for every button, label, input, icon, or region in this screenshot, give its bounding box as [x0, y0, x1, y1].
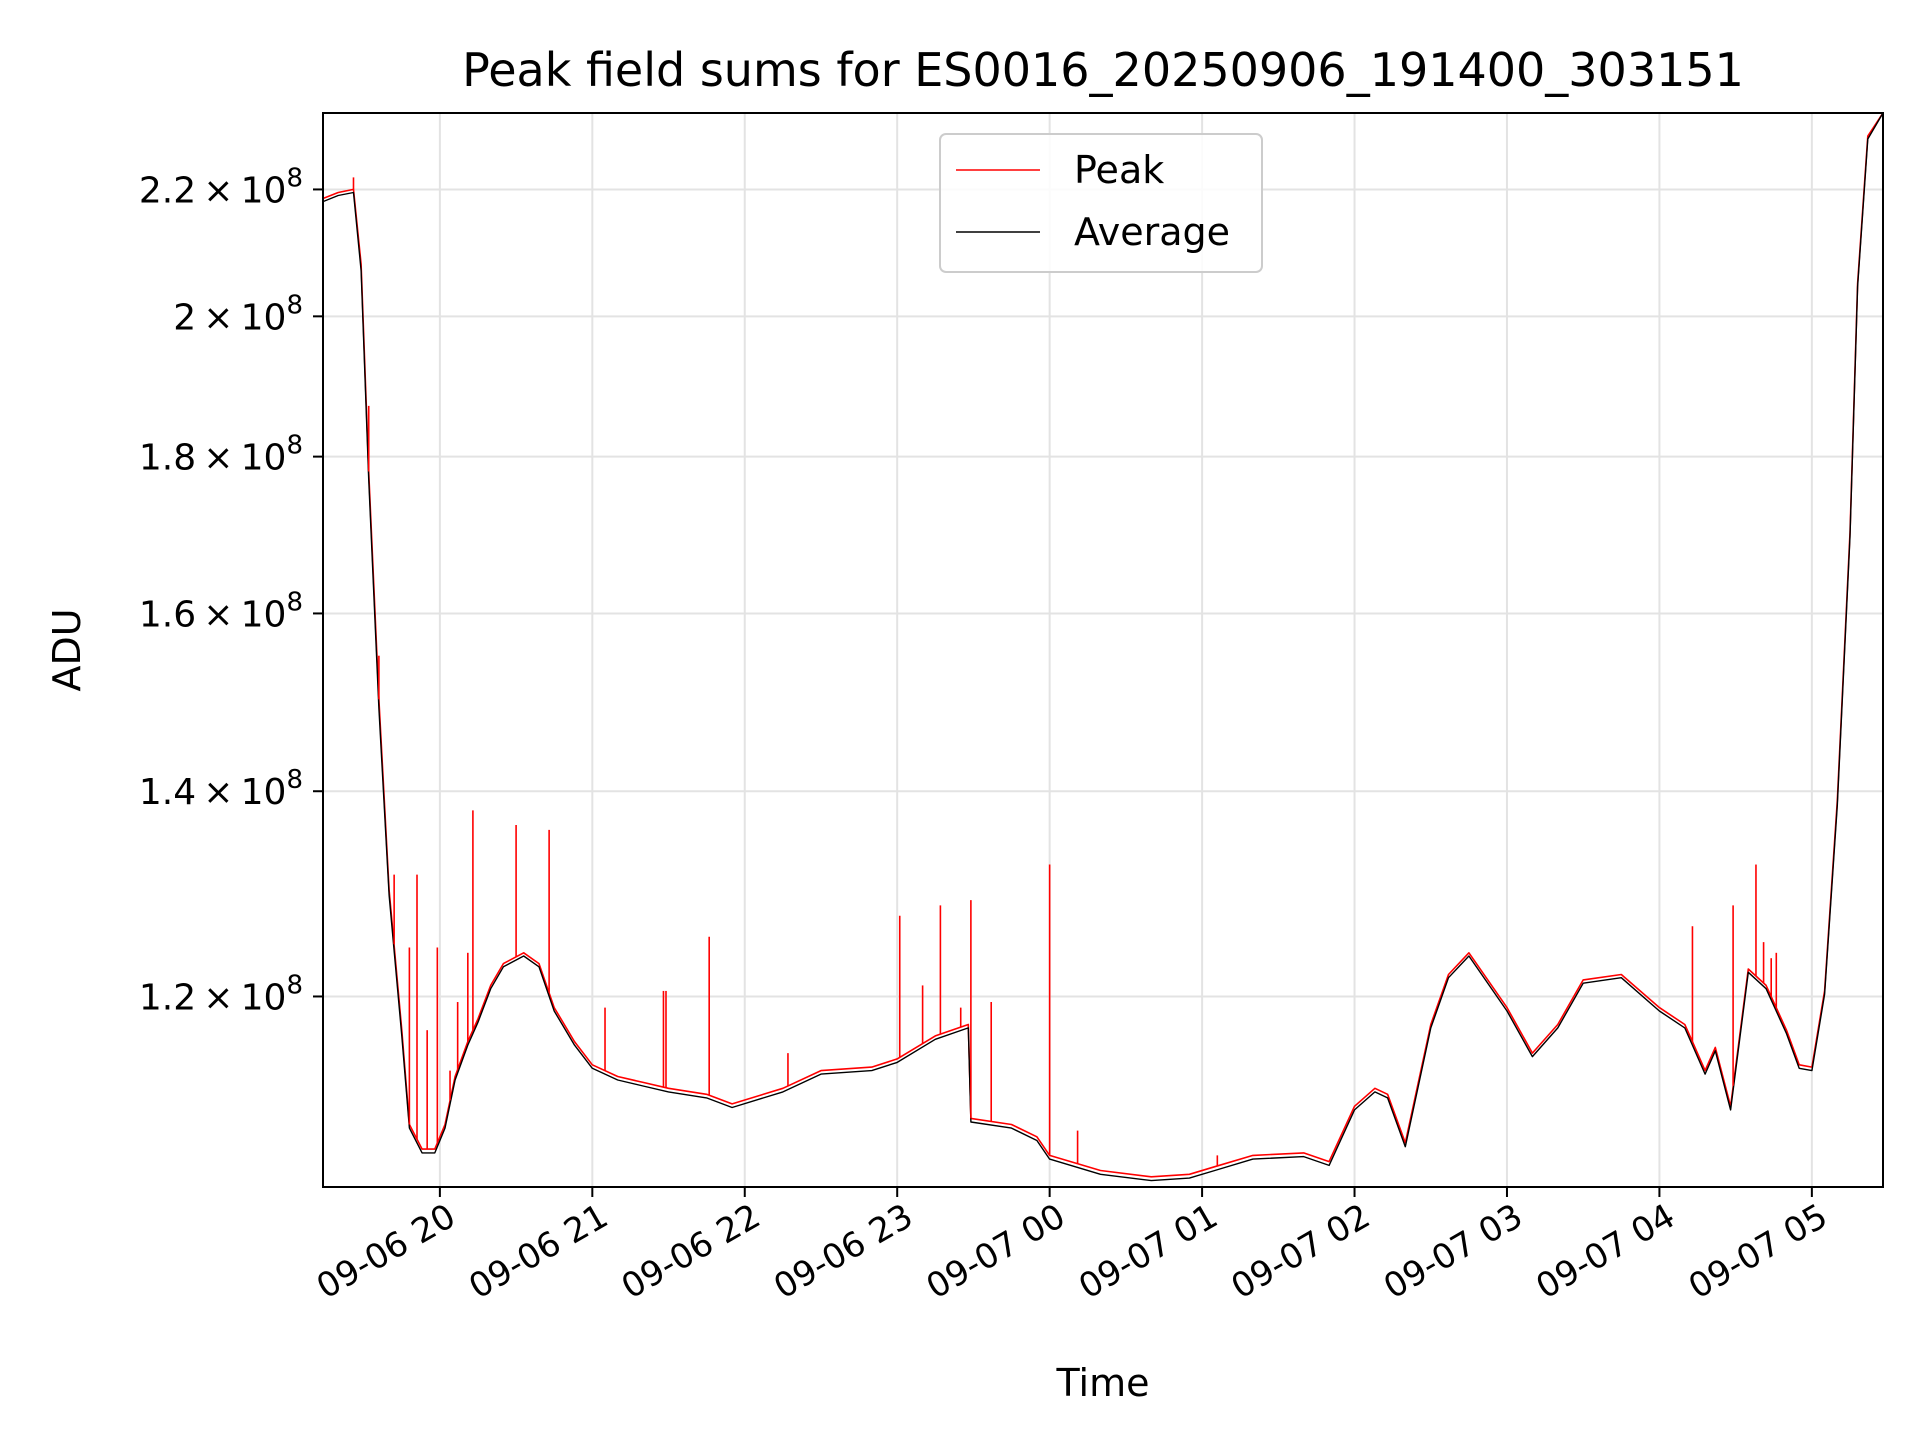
- y-axis: 1.2 × 108 1.4 × 108 1.6 × 108 1.8 × 108 2 × …: [139, 163, 323, 1018]
- y-tick-label: 1.4 × 108: [139, 765, 303, 813]
- y-tick-label: 1.6 × 108: [139, 587, 303, 635]
- y-tick-label: 2 × 108: [173, 290, 303, 338]
- grid: [323, 113, 1883, 1187]
- series-line-peak: [322, 112, 1884, 1178]
- series-line-average: [322, 112, 1884, 1182]
- chart-title: Peak field sums for ES0016_20250906_1914…: [462, 43, 1744, 97]
- series-layer: [322, 112, 1884, 1182]
- x-axis-label: Time: [1056, 1361, 1150, 1405]
- y-axis-label: ADU: [45, 608, 89, 691]
- y-tick-label: 1.2 × 108: [139, 970, 303, 1018]
- legend: Peak Average: [939, 133, 1263, 273]
- legend-box: [939, 133, 1263, 273]
- y-tick-label: 2.2 × 108: [139, 163, 303, 211]
- legend-label-average: Average: [1074, 210, 1230, 254]
- y-tick-label: 1.8 × 108: [139, 431, 303, 479]
- legend-label-peak: Peak: [1074, 148, 1164, 192]
- plot-frame: [322, 112, 1884, 1188]
- plot-background: [323, 113, 1883, 1187]
